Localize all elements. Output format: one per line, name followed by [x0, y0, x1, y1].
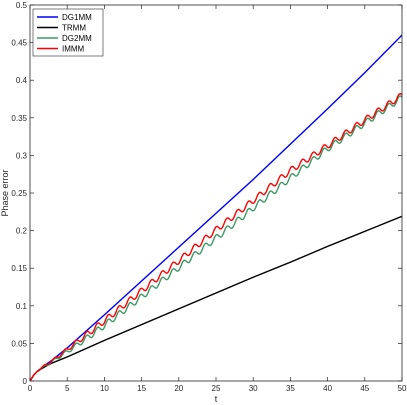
series-line-dg1mm [29, 34, 403, 382]
series-layer [29, 34, 403, 382]
series-line-trmm [29, 215, 403, 382]
y-tick-label: 0.35 [11, 114, 27, 123]
legend-label: TRMM [62, 24, 86, 33]
x-tick-label: 25 [212, 384, 221, 393]
x-tick-label: 50 [398, 384, 407, 393]
x-tick-label: 10 [100, 384, 109, 393]
x-tick-label: 20 [174, 384, 183, 393]
x-tick-label: 40 [323, 384, 332, 393]
x-tick-label: 5 [65, 384, 70, 393]
y-tick-label: 0.05 [11, 339, 27, 348]
y-tick-label: 0.4 [16, 76, 28, 85]
legend-label: DG2MM [62, 34, 92, 43]
legend-label: IMMM [62, 45, 85, 54]
y-axis-label: Phase error [0, 169, 10, 216]
y-tick-label: 0.2 [16, 227, 28, 236]
legend-label: DG1MM [62, 13, 92, 22]
y-tick-label: 0.1 [16, 302, 28, 311]
x-tick-label: 30 [249, 384, 258, 393]
x-tick-label: 0 [28, 384, 33, 393]
series-line-immm [29, 92, 403, 382]
x-tick-label: 15 [137, 384, 146, 393]
y-tick-label: 0.45 [11, 39, 27, 48]
y-tick-label: 0.15 [11, 264, 27, 273]
y-tick-label: 0 [23, 377, 28, 386]
x-axis-label: t [215, 394, 218, 404]
ticks-layer: 0 5 10 15 20 25 30 35 40 45 50 0 0.05 0.1 0.15 0.2 0.25 0… [11, 1, 407, 393]
y-tick-label: 0.3 [16, 151, 28, 160]
y-tick-label: 0.5 [16, 1, 28, 10]
x-tick-label: 45 [360, 384, 369, 393]
x-tick-label: 35 [286, 384, 295, 393]
plot-area [30, 5, 402, 381]
series-line-dg2mm [29, 95, 403, 382]
y-tick-label: 0.25 [11, 189, 27, 198]
plot-frame [29, 4, 403, 382]
